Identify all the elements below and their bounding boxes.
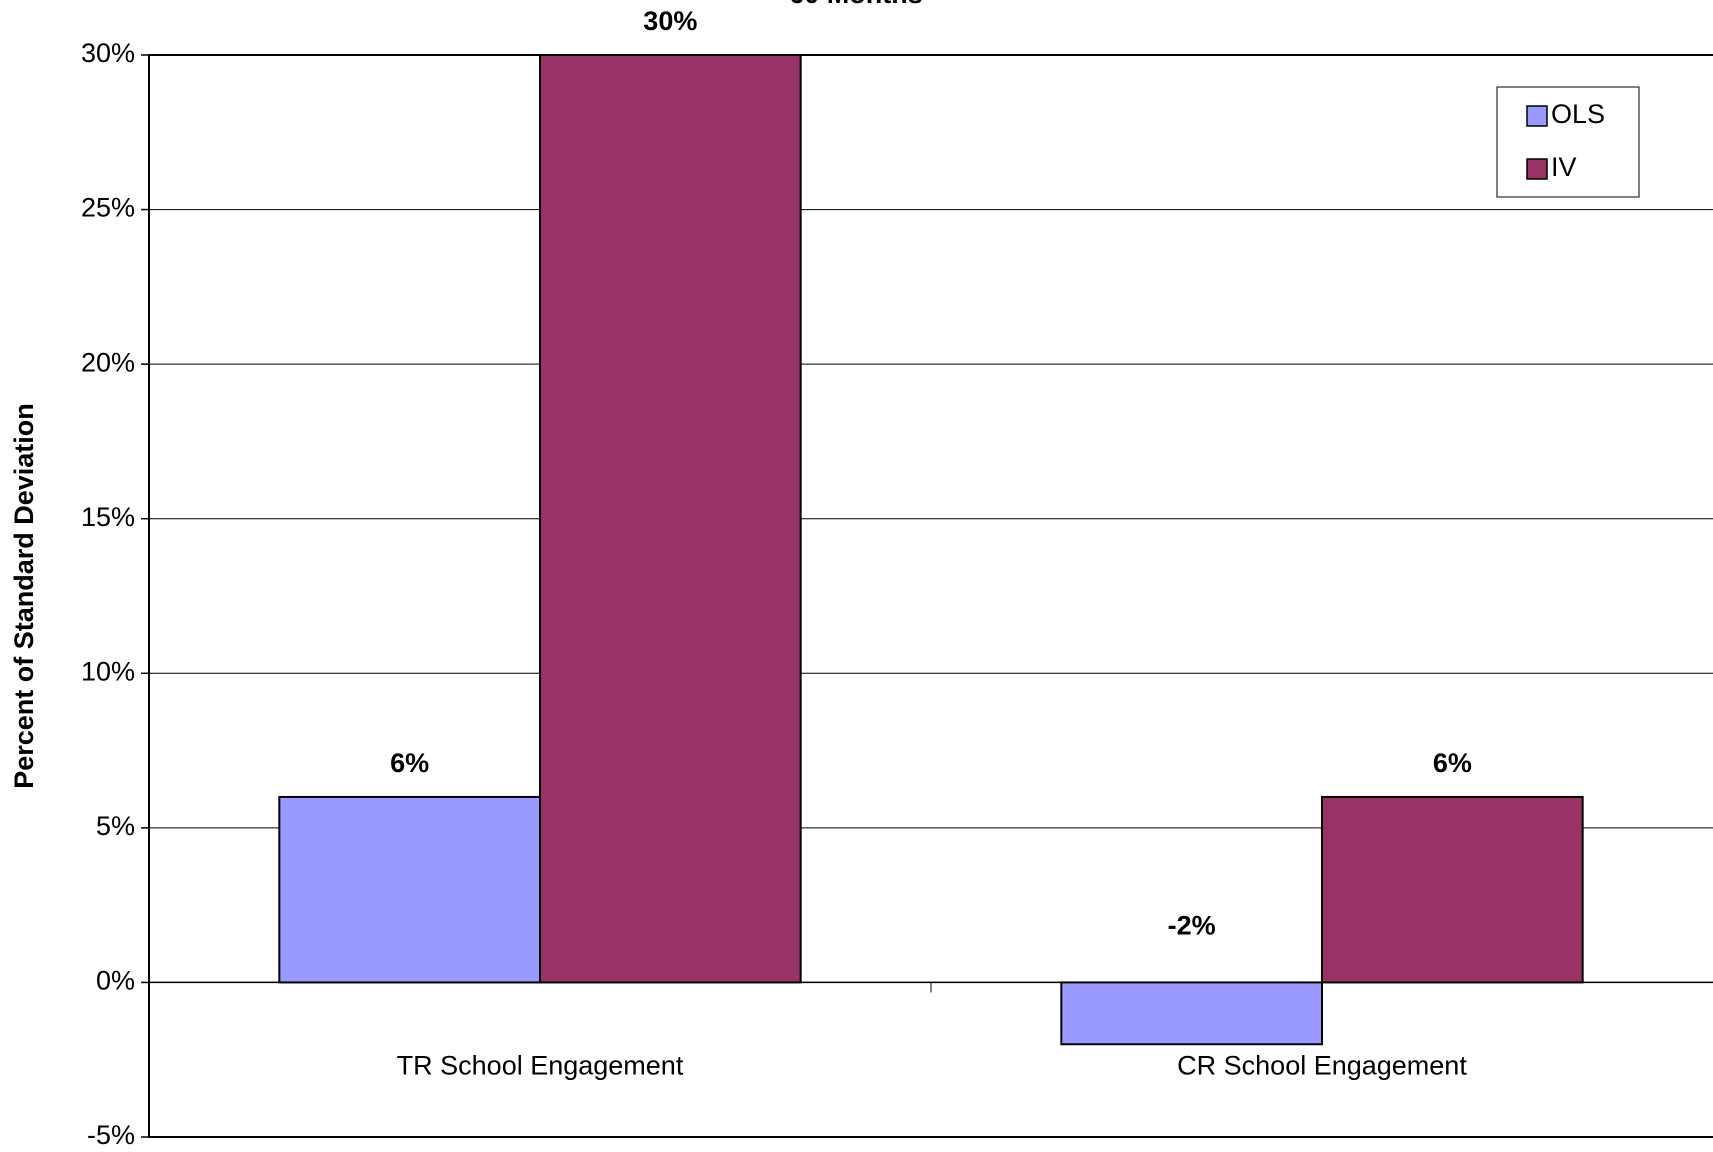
data-label: 30% [643,6,697,36]
bar [278,795,541,984]
x-tick-label: TR School Engagement [397,1051,684,1081]
legend-box [1496,86,1640,198]
legend-label: IV [1551,152,1577,182]
legend-swatch [1526,105,1548,127]
y-tick-label: 0% [96,966,135,996]
data-label: -2% [1168,911,1216,941]
bar [539,54,802,984]
bar [1060,981,1324,1046]
data-label: 6% [390,748,429,778]
y-tick-label: 10% [81,656,135,686]
y-axis-label: Percent of Standard Deviation [9,403,39,789]
y-tick-label: 25% [81,193,135,223]
y-tick-label: 20% [81,347,135,377]
y-tick-label: 5% [96,811,135,841]
y-tick-label: -5% [87,1120,135,1150]
plot-border [148,54,1713,1138]
legend-label: OLS [1551,99,1605,129]
y-tick-label: 15% [81,502,135,532]
legend-swatch [1526,158,1548,180]
data-label: 6% [1433,748,1472,778]
x-tick-label: CR School Engagement [1177,1051,1467,1081]
chart-title: 60 Months [789,0,923,9]
bar [1321,795,1584,984]
y-tick-label: 30% [81,38,135,68]
